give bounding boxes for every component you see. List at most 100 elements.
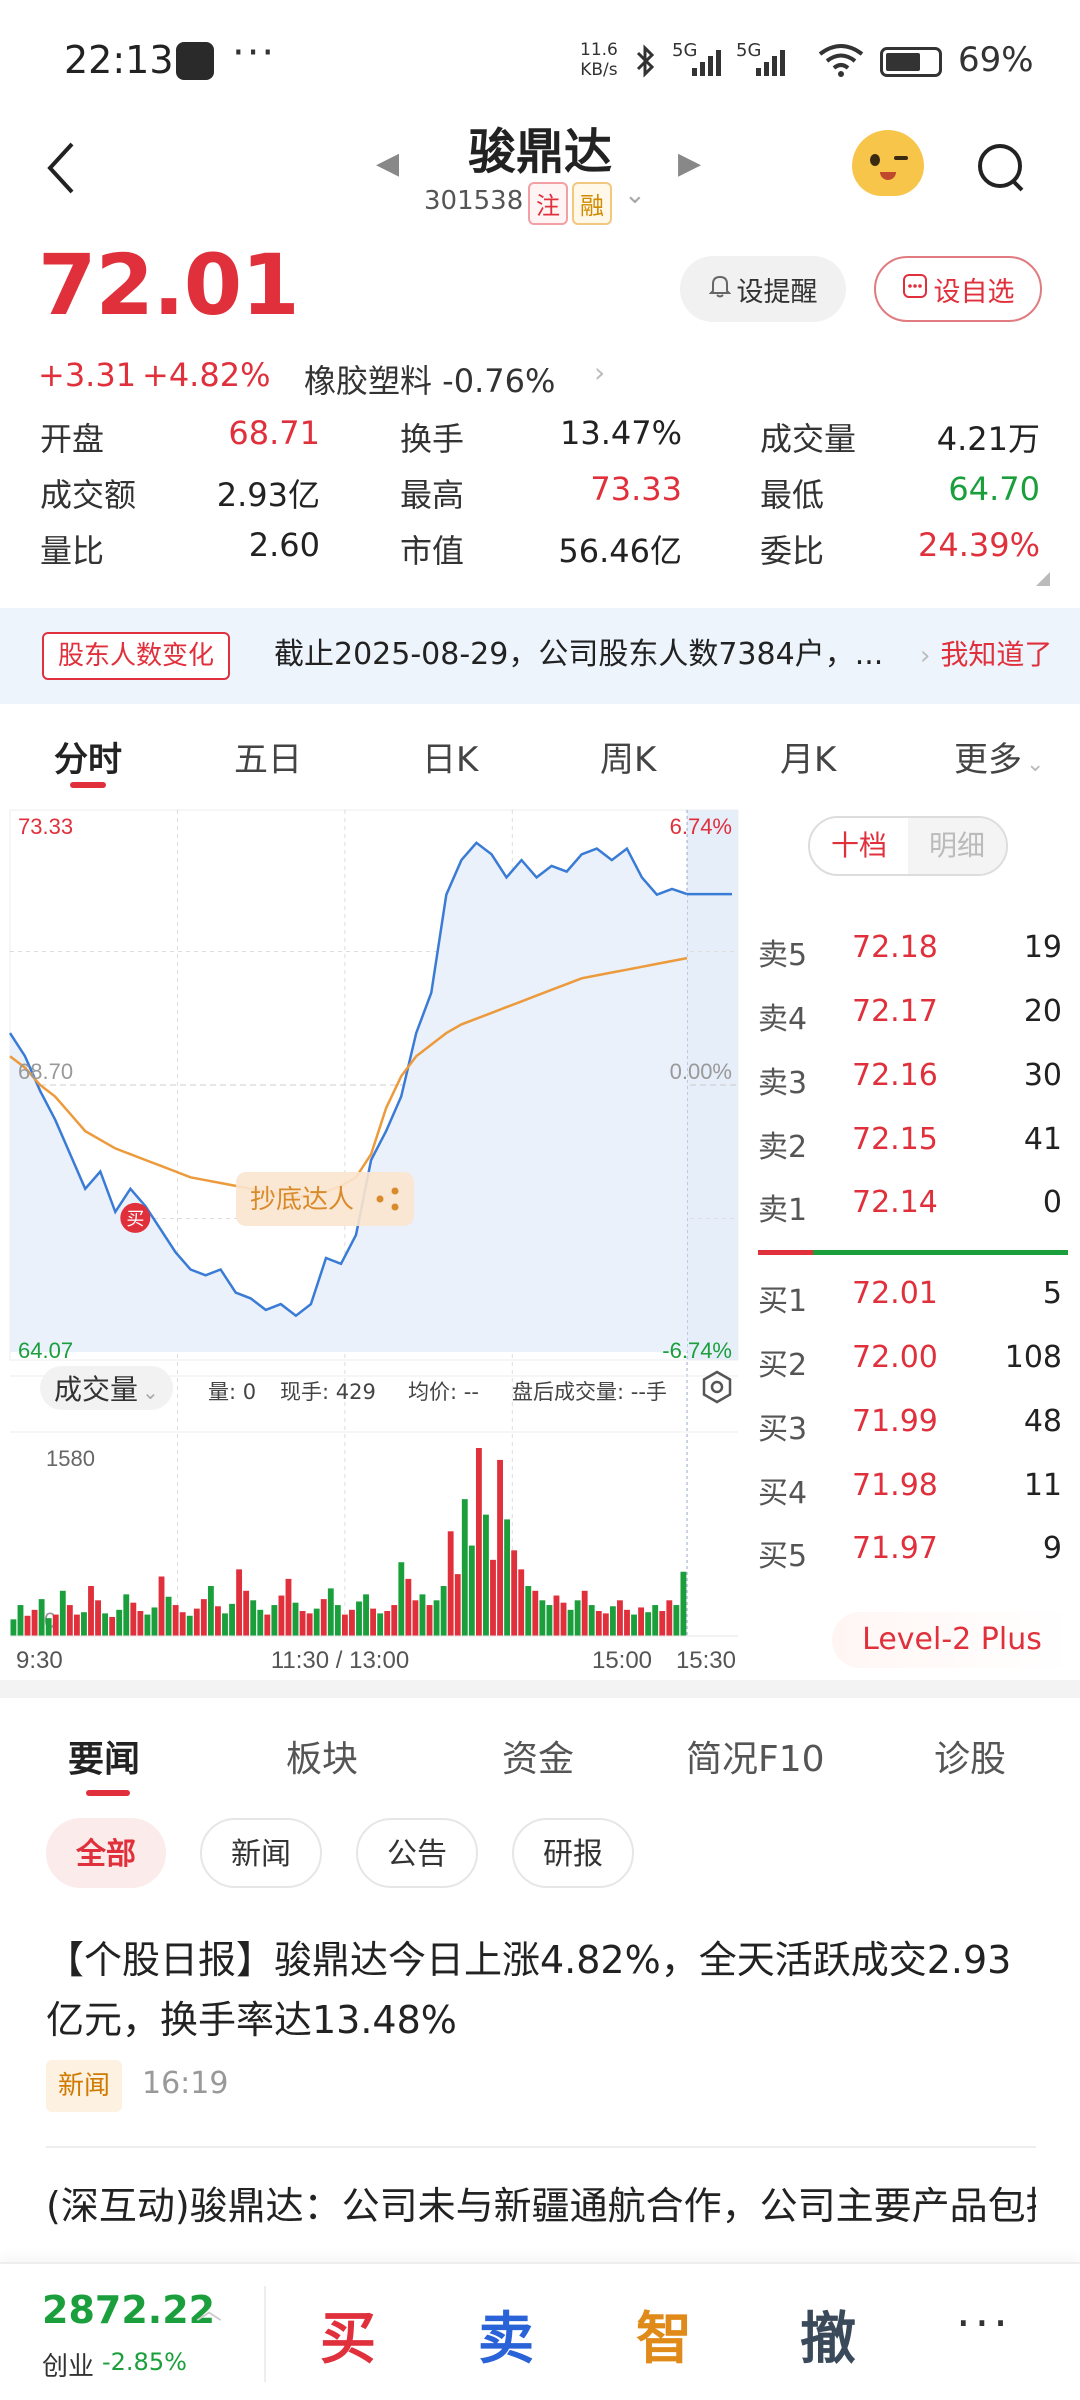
ask-level-price[interactable]: 72.16 [852, 1057, 938, 1093]
news-divider [46, 2146, 1036, 2148]
smart-trade-button[interactable]: 智 [636, 2307, 692, 2372]
tab-five-day[interactable]: 五日 [234, 740, 302, 780]
volume-bar [222, 1613, 228, 1636]
sell-button[interactable]: 卖 [478, 2307, 534, 2372]
ask-level-price[interactable]: 72.14 [852, 1185, 938, 1221]
volume-bar [631, 1614, 637, 1636]
tab-daily-k[interactable]: 日K [422, 740, 479, 780]
tab-ten-levels[interactable]: 十档 [830, 829, 887, 862]
stat-value: 13.47% [559, 414, 682, 452]
add-favorite-button[interactable]: 设自选 [874, 256, 1042, 322]
ask-level-price[interactable]: 72.17 [852, 993, 938, 1029]
bid-level-price[interactable]: 71.99 [852, 1403, 938, 1439]
price-area [10, 842, 688, 1352]
level2-plus-button[interactable]: Level-2 Plus [832, 1612, 1072, 1668]
back-button[interactable] [40, 138, 84, 198]
tab-profile-f10[interactable]: 简况F10 [686, 1739, 825, 1780]
news-item-title[interactable]: (深互动)骏鼎达：公司未与新疆通航合作，公司主要产品包括功能性保护套管... [46, 2184, 1036, 2228]
volume-bar [116, 1609, 123, 1636]
chevron-down-icon: ⌄ [142, 1380, 159, 1404]
tab-diagnosis[interactable]: 诊股 [934, 1739, 1007, 1780]
wifi-icon [816, 42, 866, 82]
bid-level-price[interactable]: 71.97 [852, 1531, 938, 1567]
tab-more[interactable]: 更多 ⌄ [954, 740, 1045, 780]
volume-bar [292, 1602, 299, 1636]
volume-bar [313, 1608, 320, 1636]
stat-value: 64.70 [948, 470, 1040, 508]
volume-bar [320, 1599, 327, 1636]
tab-monthly-k[interactable]: 月K [780, 740, 837, 780]
book-divider [758, 1250, 1068, 1255]
volume-bar [412, 1600, 419, 1636]
expand-corner-icon[interactable] [1036, 572, 1050, 586]
y-label-low: 64.07 [18, 1338, 73, 1363]
mascot-assistant-icon[interactable] [852, 130, 924, 196]
set-alert-button[interactable]: 设提醒 [680, 256, 846, 322]
tab-weekly-k[interactable]: 周K [600, 740, 657, 780]
tab-headlines[interactable]: 要闻 [68, 1739, 141, 1780]
ask-level-volume: 19 [1023, 930, 1062, 965]
bid-level-label: 买4 [758, 1475, 808, 1511]
volume-bar [264, 1614, 271, 1636]
volume-bar [229, 1603, 235, 1636]
active-news-tab-indicator [86, 1790, 130, 1796]
next-stock-button[interactable]: ▶ [678, 146, 702, 181]
volume-bar [511, 1550, 518, 1636]
order-book-toggle[interactable]: 十档 明细 [808, 816, 1008, 876]
bottom-fishing-label: 抄底达人 [250, 1185, 354, 1215]
chevron-down-icon[interactable]: ⌄ [624, 180, 646, 210]
notice-banner[interactable]: 股东人数变化 截止2025-08-29，公司股东人数7384户，... › 我知道… [0, 608, 1080, 704]
tab-sectors[interactable]: 板块 [286, 1739, 359, 1780]
bid-level-price[interactable]: 72.00 [852, 1339, 938, 1375]
news-item-title[interactable]: 【个股日报】骏鼎达今日上涨4.82%，全天活跃成交2.93亿元，换手率达13.4… [46, 1938, 1012, 2042]
volume-bar [327, 1588, 334, 1636]
y-label-pct-zero: 0.00% [670, 1059, 732, 1084]
bid-level-price[interactable]: 71.98 [852, 1467, 938, 1503]
volume-bar [356, 1601, 362, 1636]
intraday-chart-area[interactable]: 73.33 68.70 64.07 6.74% 0.00% -6.74% 买 抄底达人 1580… [0, 792, 748, 1680]
search-icon[interactable] [976, 140, 1026, 196]
price-change: +3.31 [38, 356, 137, 394]
x-label-midday: 11:30 / 13:00 [271, 1647, 409, 1674]
sector-link[interactable]: 橡胶塑料 -0.76% [304, 362, 556, 400]
bottom-fishing-badge [236, 1172, 414, 1226]
volume-bar [271, 1605, 278, 1636]
volume-bar [349, 1609, 355, 1636]
tab-details[interactable]: 明细 [908, 818, 1006, 874]
ask-level-price[interactable]: 72.15 [852, 1121, 938, 1157]
volume-bar [490, 1559, 496, 1636]
chevron-right-icon: › [920, 641, 931, 671]
volume-bar [602, 1613, 609, 1636]
filter-research[interactable]: 研报 [512, 1818, 634, 1888]
filter-announcements[interactable]: 公告 [356, 1818, 478, 1888]
volume-bar [433, 1600, 440, 1636]
bid-level-price[interactable]: 72.01 [852, 1276, 938, 1311]
tab-intraday[interactable]: 分时 [54, 740, 122, 780]
filter-news[interactable]: 新闻 [200, 1818, 322, 1888]
notice-dismiss-button[interactable]: › 我知道了 [920, 638, 1053, 671]
chevron-down-icon: ⌄ [1026, 752, 1045, 777]
ask-level-label: 卖3 [758, 1065, 808, 1101]
volume-bar [398, 1562, 405, 1636]
volume-bar [137, 1611, 144, 1636]
cancel-order-button[interactable]: 撤 [800, 2307, 856, 2372]
y-label-pct-low: -6.74% [662, 1338, 732, 1363]
ask-level-volume: 41 [1023, 1121, 1062, 1157]
news-item-time: 16:19 [142, 2066, 229, 2101]
intraday-chart[interactable]: 73.33 68.70 64.07 6.74% 0.00% -6.74% 买 抄底达人 1580… [0, 792, 748, 1680]
volume-bar [334, 1605, 341, 1636]
bid-level-label: 买2 [758, 1347, 808, 1383]
tab-capital[interactable]: 资金 [502, 1739, 575, 1780]
more-options-icon[interactable]: ··· [956, 2296, 1012, 2350]
filter-all[interactable]: 全部 [46, 1818, 166, 1888]
chart-settings-icon[interactable] [700, 1370, 734, 1404]
previous-stock-button[interactable]: ◀ [376, 146, 400, 181]
chevron-up-icon[interactable]: ︿ [196, 2296, 223, 2326]
buy-button[interactable]: 买 [320, 2307, 376, 2372]
volume-selector[interactable]: 成交量 ⌄ [40, 1366, 173, 1410]
volume-bar [440, 1586, 447, 1636]
ask-level-price[interactable]: 72.18 [852, 930, 938, 965]
index-value[interactable]: 2872.22 [42, 2288, 216, 2332]
x-label-open: 9:30 [16, 1647, 63, 1674]
volume-bar [525, 1586, 532, 1636]
